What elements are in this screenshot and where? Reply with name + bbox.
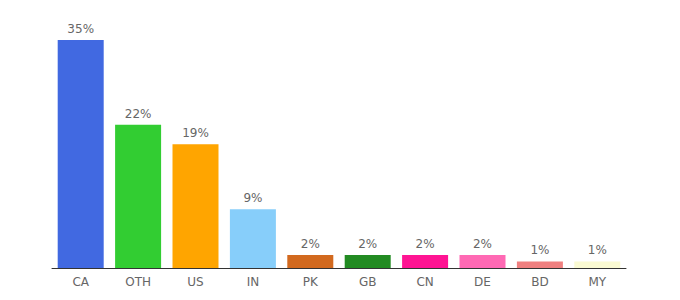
svg-text:CN: CN [416,275,433,289]
svg-text:2%: 2% [473,237,492,251]
svg-text:MY: MY [588,275,606,289]
svg-text:19%: 19% [182,126,209,140]
svg-text:1%: 1% [588,243,607,257]
svg-text:1%: 1% [530,243,549,257]
svg-text:PK: PK [303,275,319,289]
svg-text:DE: DE [474,275,491,289]
svg-text:OTH: OTH [125,275,151,289]
svg-text:22%: 22% [125,107,152,121]
svg-text:35%: 35% [67,22,94,36]
svg-text:2%: 2% [301,237,320,251]
svg-text:2%: 2% [416,237,435,251]
svg-text:CA: CA [72,275,89,289]
svg-text:9%: 9% [243,191,262,205]
svg-text:GB: GB [359,275,377,289]
svg-text:IN: IN [247,275,260,289]
svg-text:2%: 2% [358,237,377,251]
svg-text:US: US [187,275,203,289]
svg-text:BD: BD [531,275,548,289]
